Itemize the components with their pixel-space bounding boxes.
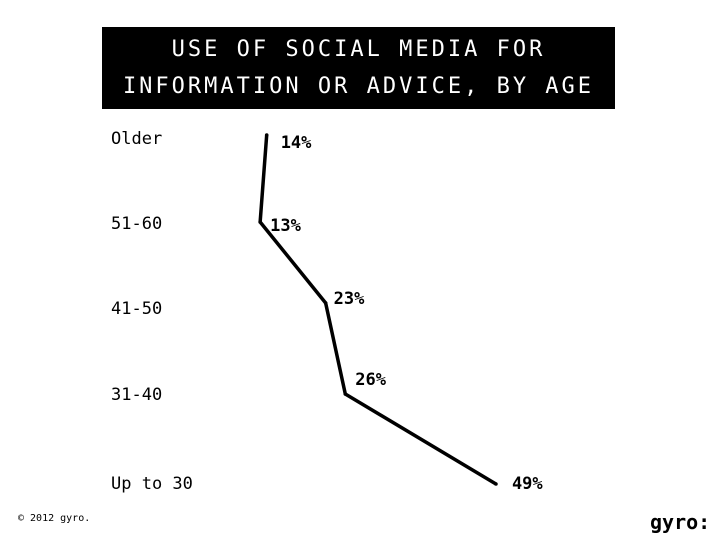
copyright-text: © 2012 gyro. bbox=[18, 513, 91, 524]
category-label-4: Up to 30 bbox=[111, 474, 193, 494]
category-label-2: 41-50 bbox=[111, 299, 162, 319]
category-label-0: Older bbox=[111, 129, 162, 149]
series-line bbox=[258, 134, 497, 486]
data-point-1 bbox=[258, 220, 262, 224]
value-label-0: 14% bbox=[281, 133, 312, 153]
data-point-3 bbox=[343, 392, 348, 396]
chart-title-line-1: USE OF SOCIAL MEDIA FOR bbox=[171, 37, 546, 62]
data-point-2 bbox=[323, 301, 328, 305]
value-label-2: 23% bbox=[334, 289, 365, 309]
data-point-4 bbox=[494, 482, 498, 486]
value-label-3: 26% bbox=[355, 370, 386, 390]
chart-title: USE OF SOCIAL MEDIA FOR INFORMATION OR A… bbox=[102, 27, 615, 109]
category-label-3: 31-40 bbox=[111, 385, 162, 405]
data-point-0 bbox=[264, 133, 269, 137]
category-label-1: 51-60 bbox=[111, 214, 162, 234]
brand-logo: gyro: bbox=[650, 510, 711, 534]
chart-title-line-2: INFORMATION OR ADVICE, BY AGE bbox=[122, 74, 595, 99]
value-label-4: 49% bbox=[512, 474, 543, 494]
value-label-1: 13% bbox=[270, 216, 301, 236]
